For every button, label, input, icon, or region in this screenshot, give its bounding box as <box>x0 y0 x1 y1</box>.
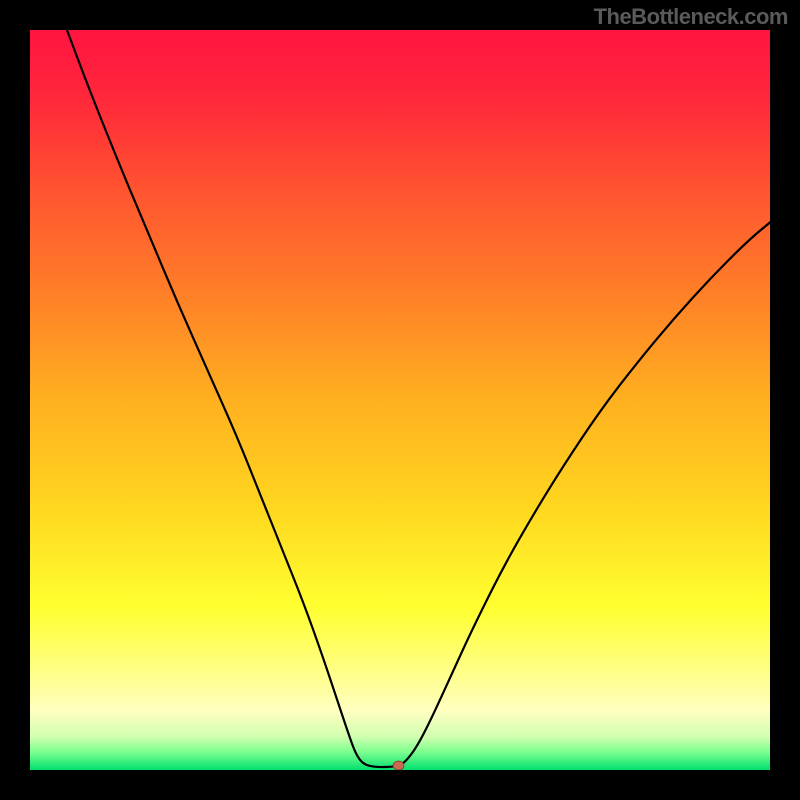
chart-container: TheBottleneck.com <box>0 0 800 800</box>
bottleneck-curve-svg <box>30 30 770 770</box>
watermark-text: TheBottleneck.com <box>594 4 788 30</box>
plot-area <box>30 30 770 770</box>
optimal-point-marker <box>393 761 404 770</box>
gradient-background <box>30 30 770 770</box>
